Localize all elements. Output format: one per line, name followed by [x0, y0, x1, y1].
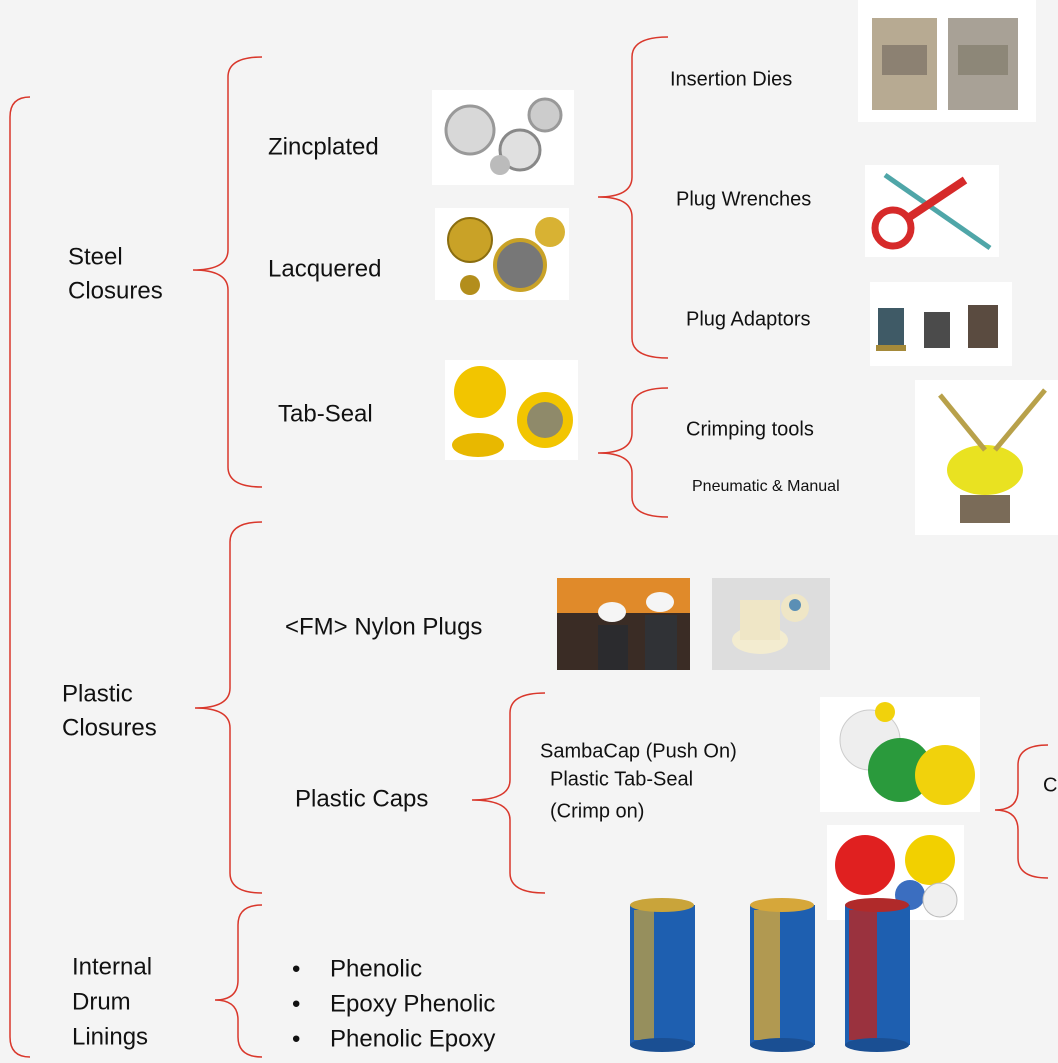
item-label: <FM> Nylon Plugs — [285, 613, 482, 640]
group-label: Closures — [62, 714, 157, 741]
insertion-dies-image — [858, 0, 1036, 122]
nylon-plug-image — [712, 578, 830, 670]
tab-seal-image — [445, 360, 578, 460]
tool-label: Plug Adaptors — [686, 308, 811, 330]
plug-adaptors-image — [870, 282, 1012, 366]
item-label: Lacquered — [268, 255, 381, 282]
group-label: Drum — [72, 988, 131, 1015]
bullet: • — [292, 990, 300, 1017]
item-label: Tab-Seal — [278, 400, 373, 427]
lining-label: Epoxy Phenolic — [330, 990, 495, 1017]
sambacap-image — [820, 697, 980, 812]
drum-image — [845, 898, 910, 1052]
lining-label: Phenolic Epoxy — [330, 1025, 495, 1052]
cut-label: C — [1043, 774, 1057, 796]
zincplated-image — [432, 90, 574, 185]
nylon-plugs-photo — [557, 578, 690, 670]
item-label: Plastic Caps — [295, 785, 428, 812]
bullet: • — [292, 955, 300, 982]
drum-image — [630, 898, 695, 1052]
group-label: Linings — [72, 1023, 148, 1050]
cap-label: SambaCap (Push On) — [540, 740, 737, 762]
crimping-tool-image — [915, 380, 1058, 535]
lacquered-image — [435, 208, 569, 300]
diagram: Steel Closures Plastic Closures Internal Drum… — [0, 0, 1058, 1063]
tool-label: Plug Wrenches — [676, 188, 811, 210]
plug-wrenches-image — [865, 165, 999, 257]
tool-label: Insertion Dies — [670, 68, 792, 90]
lining-label: Phenolic — [330, 955, 422, 982]
group-label: Closures — [68, 277, 163, 304]
group-label: Steel — [68, 243, 123, 270]
drum-image — [750, 898, 815, 1052]
page: Steel Closures Plastic Closures Internal Drum… — [0, 0, 1058, 1063]
bullet: • — [292, 1025, 300, 1052]
item-label: Zincplated — [268, 133, 379, 160]
cap-label: (Crimp on) — [550, 800, 644, 822]
tool-label: Pneumatic & Manual — [692, 478, 840, 495]
tool-label: Crimping tools — [686, 418, 814, 440]
group-label: Plastic — [62, 680, 133, 707]
cap-label: Plastic Tab-Seal — [550, 768, 693, 790]
group-label: Internal — [72, 953, 152, 980]
